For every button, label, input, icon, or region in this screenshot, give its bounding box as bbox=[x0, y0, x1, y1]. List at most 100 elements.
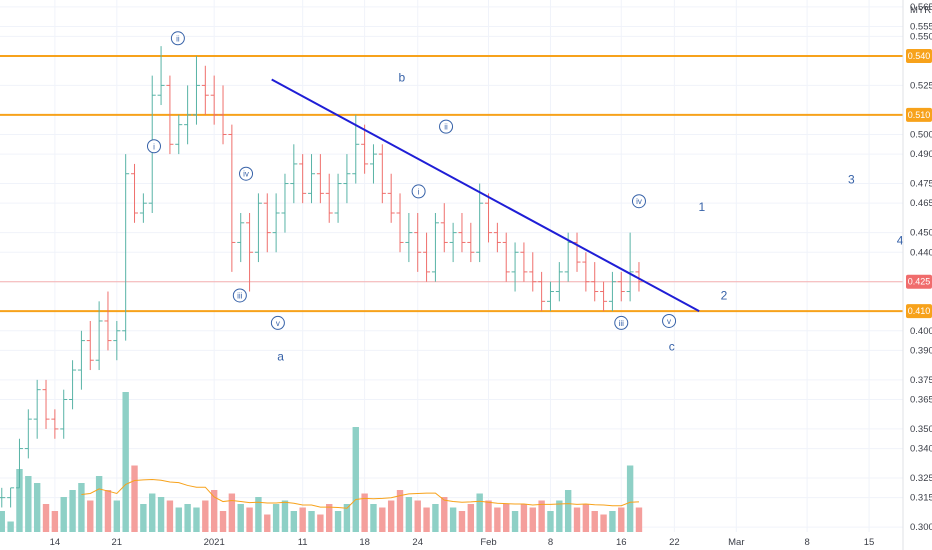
candle bbox=[272, 193, 280, 253]
wave-marker-label: i bbox=[153, 142, 155, 151]
price-tick-label: 0.525 bbox=[910, 80, 932, 91]
volume-bar bbox=[626, 465, 634, 532]
volume-bar bbox=[60, 497, 67, 532]
candle bbox=[157, 46, 165, 106]
price-labels: 0.540 0.510 0.425 0.410 bbox=[906, 48, 932, 319]
volume-bar bbox=[503, 504, 510, 532]
wave-marker-label: i bbox=[418, 187, 420, 196]
price-tick-label: 0.555 bbox=[910, 22, 932, 33]
time-tick-label: 8 bbox=[804, 537, 809, 548]
candle bbox=[458, 212, 466, 253]
wave-marker-circle bbox=[662, 313, 677, 328]
price-label-box bbox=[906, 304, 932, 319]
candle bbox=[423, 232, 431, 282]
price-tick-label: 0.390 bbox=[910, 345, 932, 356]
volume-bar bbox=[635, 507, 643, 532]
price-tick-label: 0.400 bbox=[910, 326, 932, 337]
volume-bar bbox=[308, 511, 315, 532]
candle bbox=[520, 242, 528, 282]
candle bbox=[122, 154, 130, 341]
candle bbox=[24, 409, 32, 459]
candle bbox=[95, 301, 103, 371]
candlestick-series bbox=[0, 46, 643, 508]
candle bbox=[325, 173, 333, 223]
candle bbox=[104, 291, 112, 351]
volume-bar bbox=[529, 507, 536, 532]
wave-marker: v bbox=[662, 313, 677, 328]
candle bbox=[192, 55, 200, 125]
wave-label: c bbox=[669, 339, 675, 353]
candle bbox=[334, 173, 342, 223]
price-tick-label: 0.365 bbox=[910, 394, 932, 405]
wave-marker-label: ii bbox=[176, 34, 180, 43]
wave-label: 1 bbox=[698, 200, 705, 214]
volume-bar bbox=[476, 493, 483, 532]
price-label-text: 0.510 bbox=[908, 110, 931, 120]
price-label: 0.410 bbox=[906, 304, 932, 319]
candle bbox=[396, 193, 404, 253]
volume-bar bbox=[317, 514, 324, 532]
volume-bar bbox=[432, 504, 439, 532]
candle bbox=[431, 212, 439, 282]
price-tick-label: 0.490 bbox=[910, 149, 932, 160]
time-tick-label: 11 bbox=[298, 537, 308, 548]
candle bbox=[228, 124, 236, 272]
volume-bar bbox=[219, 511, 227, 532]
time-tick-label: 15 bbox=[864, 537, 875, 548]
candle bbox=[582, 252, 590, 292]
resistance-trendline[interactable] bbox=[271, 78, 700, 313]
candle bbox=[626, 232, 634, 302]
volume-bar bbox=[69, 490, 76, 532]
candle bbox=[0, 487, 6, 508]
price-label-box bbox=[906, 274, 932, 289]
time-tick-label: 22 bbox=[669, 537, 680, 548]
price-label-text: 0.410 bbox=[908, 306, 931, 316]
volume-bar bbox=[343, 504, 351, 532]
price-tick-label: 0.465 bbox=[910, 198, 932, 209]
wave-label: 3 bbox=[848, 173, 855, 187]
candle bbox=[449, 222, 457, 263]
volume-bar bbox=[334, 511, 342, 532]
wave-marker: i bbox=[146, 139, 161, 154]
time-axis[interactable]: 14 21 2021 11 18 24 Feb 8 16 22 Mar 8 15 bbox=[50, 537, 875, 548]
time-tick-label: Feb bbox=[480, 537, 496, 548]
volume-bar bbox=[511, 511, 519, 532]
candle bbox=[263, 193, 271, 253]
candle bbox=[608, 271, 616, 312]
wave-label: 4 bbox=[897, 233, 904, 247]
candle bbox=[139, 193, 147, 223]
wave-marker-label: iv bbox=[636, 197, 642, 206]
wave-marker: ii bbox=[439, 119, 454, 134]
wave-marker-circle bbox=[232, 288, 247, 303]
volume-average-line bbox=[81, 478, 639, 509]
candle bbox=[511, 242, 519, 292]
volume-bar bbox=[405, 497, 413, 532]
volume-bar bbox=[441, 497, 448, 532]
candle bbox=[210, 75, 218, 125]
price-tick-label: 0.550 bbox=[910, 31, 932, 42]
candle bbox=[600, 281, 608, 312]
candle bbox=[281, 173, 289, 233]
volume-bar bbox=[361, 493, 368, 532]
wave-marker-circle bbox=[170, 31, 185, 46]
candle bbox=[15, 438, 23, 489]
wave-marker-label: iii bbox=[237, 291, 243, 300]
wave-marker: iii bbox=[614, 315, 629, 330]
candle bbox=[175, 114, 183, 155]
trendline[interactable] bbox=[271, 78, 700, 313]
candle bbox=[77, 330, 85, 390]
price-tick-label: 0.315 bbox=[910, 493, 932, 504]
candle bbox=[546, 281, 554, 312]
candle bbox=[476, 183, 484, 263]
volume-bar bbox=[538, 500, 545, 532]
candle bbox=[316, 154, 324, 204]
wave-marker-circle bbox=[146, 139, 161, 154]
wave-labels: iiiiviiivabiiiiviiivc12345 bbox=[146, 31, 904, 363]
candle bbox=[502, 232, 510, 282]
horizontal-levels[interactable] bbox=[0, 54, 903, 313]
price-tick-label: 0.500 bbox=[910, 129, 932, 140]
candle bbox=[414, 212, 422, 272]
volume-bar bbox=[299, 507, 306, 532]
